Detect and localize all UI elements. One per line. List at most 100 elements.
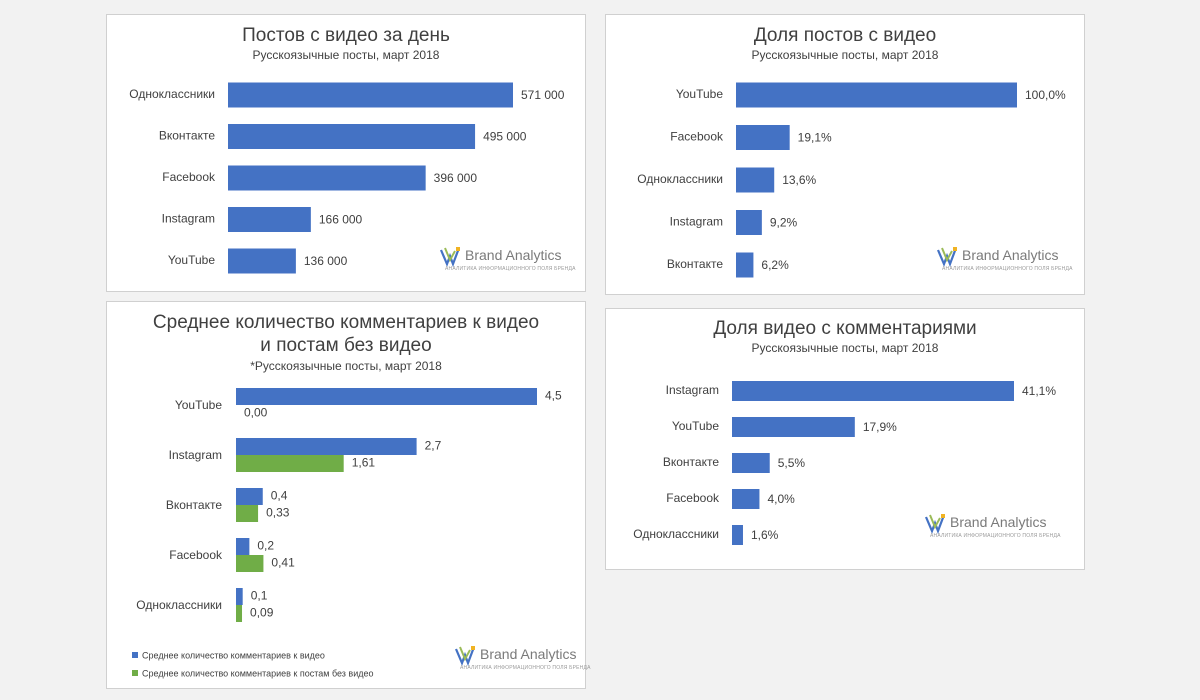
bar-instagram <box>736 210 762 235</box>
brand-name: Brand Analytics <box>480 646 577 662</box>
value-label-youtube-series-1: 4,5 <box>545 389 562 403</box>
chart-title: Постов с видео за день <box>242 25 450 46</box>
value-label-вконтакте-series-1: 0,4 <box>271 489 288 503</box>
bar-facebook <box>228 165 426 191</box>
bar-одноклассники <box>228 82 513 108</box>
brand-tagline: АНАЛИТИКА ИНФОРМАЦИОННОГО ПОЛЯ БРЕНДА <box>942 266 1073 272</box>
chart-subtitle: Русскоязычные посты, март 2018 <box>252 48 440 62</box>
value-label-instagram: 41,1% <box>1022 384 1056 398</box>
brand-name: Brand Analytics <box>950 514 1047 530</box>
logo-mark-blue <box>439 247 461 268</box>
bar-одноклассники-series-2 <box>236 605 243 622</box>
value-label-facebook: 4,0% <box>767 492 795 506</box>
chart-card-share-videos-with-comments: Доля видео с комментариями Русскоязычные… <box>605 308 1085 570</box>
bar-facebook-series-1 <box>236 538 250 555</box>
chart-title-line-1: Среднее количество комментариев к видео <box>152 312 540 333</box>
bar-youtube <box>736 82 1017 108</box>
value-label-одноклассники: 1,6% <box>751 528 779 542</box>
logo-mark-blue <box>454 646 476 667</box>
logo-mark-dot <box>456 247 460 251</box>
value-label-instagram: 9,2% <box>770 216 798 230</box>
chart-plot: YouTube 100,0% Facebook 19,1% Одноклассники 1… <box>637 82 1073 278</box>
category-label-facebook: Facebook <box>666 491 720 505</box>
value-label-youtube: 17,9% <box>863 420 897 434</box>
bar-facebook-series-2 <box>236 555 264 572</box>
logo-mark-green <box>444 247 456 263</box>
category-label-youtube: YouTube <box>168 253 215 267</box>
logo-mark-dot <box>941 514 945 518</box>
legend-label-series-1: Среднее количество комментариев к видео <box>142 650 325 660</box>
brand-tagline: АНАЛИТИКА ИНФОРМАЦИОННОГО ПОЛЯ БРЕНДА <box>930 533 1061 539</box>
category-label-вконтакте: Вконтакте <box>667 257 723 271</box>
bar-одноклассники <box>732 525 743 545</box>
value-label-instagram-series-1: 2,7 <box>425 439 442 453</box>
category-label-одноклассники: Одноклассники <box>637 172 723 186</box>
bar-одноклассники-series-1 <box>236 588 243 605</box>
category-label-вконтакте: Вконтакте <box>159 129 215 143</box>
brand-name: Brand Analytics <box>962 247 1059 263</box>
value-label-одноклассники-series-2: 0,09 <box>250 606 274 620</box>
category-label-instagram: Instagram <box>670 215 723 229</box>
value-label-youtube-series-2: 0,00 <box>244 406 268 420</box>
category-label-youtube: YouTube <box>672 419 719 433</box>
category-label-вконтакте: Вконтакте <box>166 498 222 512</box>
brand-logo: Brand Analytics АНАЛИТИКА ИНФОРМАЦИОННОГО… <box>454 646 591 671</box>
chart-card-avg-comments: Среднее количество комментариев к видео … <box>106 301 591 689</box>
chart-card-share-posts-with-video: Доля постов с видео Русскоязычные посты,… <box>605 14 1085 295</box>
bar-instagram <box>732 381 1014 401</box>
category-label-instagram: Instagram <box>666 383 719 397</box>
brand-logo: Brand Analytics АНАЛИТИКА ИНФОРМАЦИОННОГО… <box>439 247 576 272</box>
value-label-одноклассники: 571 000 <box>521 88 565 102</box>
category-label-facebook: Facebook <box>670 130 724 144</box>
bar-youtube <box>228 248 296 274</box>
bar-youtube-series-1 <box>236 388 537 405</box>
category-label-instagram: Instagram <box>169 448 222 462</box>
value-label-вконтакте: 6,2% <box>761 258 789 272</box>
bar-instagram-series-2 <box>236 455 344 472</box>
category-label-youtube: YouTube <box>175 398 222 412</box>
chart-card-videos-per-day: Постов с видео за день Русскоязычные пос… <box>106 14 586 292</box>
chart-title-line-2: и постам без видео <box>260 335 432 356</box>
logo-mark-blue <box>924 514 946 535</box>
value-label-вконтакте: 495 000 <box>483 130 527 144</box>
value-label-facebook-series-2: 0,41 <box>271 556 295 570</box>
value-label-вконтакте: 5,5% <box>778 456 806 470</box>
logo-mark-blue <box>936 247 958 268</box>
bar-youtube <box>732 417 855 437</box>
brand-tagline: АНАЛИТИКА ИНФОРМАЦИОННОГО ПОЛЯ БРЕНДА <box>460 665 591 671</box>
category-label-одноклассники: Одноклассники <box>136 598 222 612</box>
category-label-одноклассники: Одноклассники <box>129 87 215 101</box>
bar-instagram-series-1 <box>236 438 417 455</box>
value-label-одноклассники: 13,6% <box>782 173 816 187</box>
chart-plot: Instagram 41,1% YouTube 17,9% Вконтакте 5,5% F… <box>633 381 1061 545</box>
value-label-одноклассники-series-1: 0,1 <box>251 589 268 603</box>
chart-plot: Одноклассники 571 000 Вконтакте 495 000 Face… <box>129 82 576 274</box>
bar-вконтакте <box>736 252 754 278</box>
chart-plot: YouTube 4,5 0,00 Instagram 2,7 1,61 Вконтакте 0… <box>132 388 591 678</box>
category-label-instagram: Instagram <box>162 212 215 226</box>
value-label-facebook-series-1: 0,2 <box>257 539 274 553</box>
brand-tagline: АНАЛИТИКА ИНФОРМАЦИОННОГО ПОЛЯ БРЕНДА <box>445 266 576 272</box>
logo-mark-green <box>459 646 471 662</box>
legend-swatch-series-1 <box>132 652 138 658</box>
brand-logo: Brand Analytics АНАЛИТИКА ИНФОРМАЦИОННОГО… <box>936 247 1073 272</box>
value-label-youtube: 136 000 <box>304 254 348 268</box>
logo-mark-green <box>929 514 941 530</box>
bar-facebook <box>736 125 790 150</box>
logo-mark-green <box>941 247 953 263</box>
bar-facebook <box>732 489 760 509</box>
value-label-facebook: 19,1% <box>798 131 832 145</box>
category-label-youtube: YouTube <box>676 87 723 101</box>
value-label-youtube: 100,0% <box>1025 88 1066 102</box>
chart-title: Доля постов с видео <box>753 25 937 46</box>
logo-mark-dot <box>953 247 957 251</box>
chart-title: Доля видео с комментариями <box>713 318 977 339</box>
logo-mark-dot <box>471 646 475 650</box>
value-label-facebook: 396 000 <box>434 171 478 185</box>
bar-одноклассники <box>736 167 775 193</box>
bar-вконтакте <box>228 124 476 149</box>
legend-swatch-series-2 <box>132 670 138 676</box>
chart-subtitle: Русскоязычные посты, март 2018 <box>751 48 939 62</box>
category-label-одноклассники: Одноклассники <box>633 527 719 541</box>
bar-вконтакте-series-1 <box>236 488 263 505</box>
